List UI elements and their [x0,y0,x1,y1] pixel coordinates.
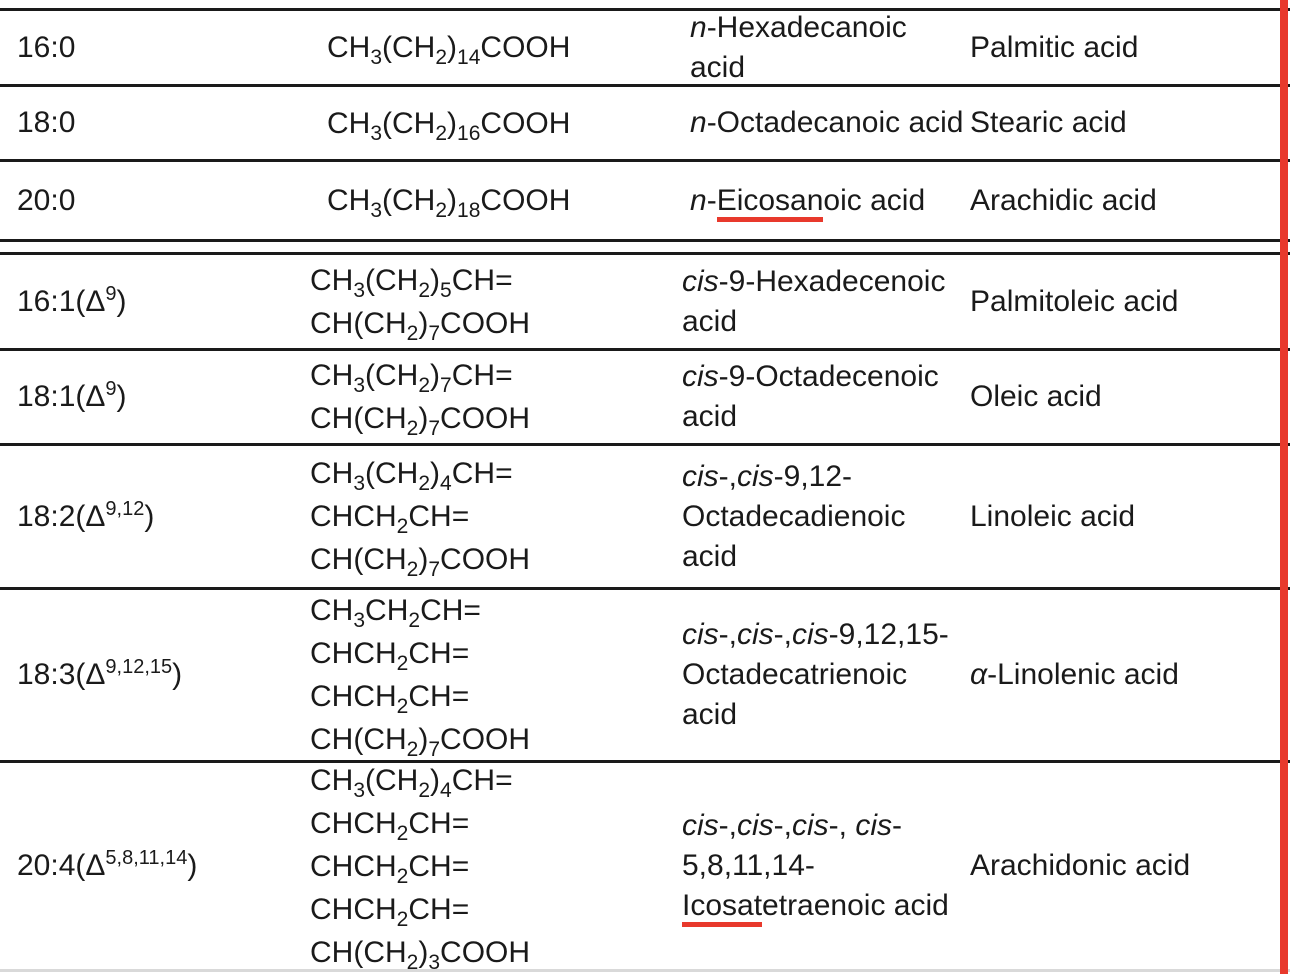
systematic-name-cell: cis-,cis-9,12- Octadecadienoic acid [682,459,906,573]
table-bottom-faint-border [0,969,1290,972]
structure-cell: CH3(CH2)16COOH [327,106,571,145]
double-rule-gap [0,242,1290,252]
table-row: 18:1(Δ9) CH3(CH2)7CH= CH(CH2)7COOH cis-9… [0,351,1290,446]
table-row: 18:2(Δ9,12) CH3(CH2)4CH= CHCH2CH= CH(CH2… [0,446,1290,590]
common-name-cell: Oleic acid [970,380,1102,413]
systematic-name-cell: cis-,cis-,cis-9,12,15- Octadecatrienoic … [682,618,949,731]
common-name-cell: Arachidic acid [970,183,1157,217]
skeleton-cell: 18:0 [17,106,76,139]
annotation-red-line [1280,0,1288,974]
table-row: 18:3(Δ9,12,15) CH3CH2CH= CHCH2CH= CHCH2C… [0,590,1290,763]
structure-cell: CH3CH2CH= CHCH2CH= CHCH2CH= CH(CH2)7COOH [310,594,531,761]
table-row: 18:0 CH3(CH2)16COOH n-Octadecanoic acid … [0,87,1290,162]
structure-cell: CH3(CH2)7CH= CH(CH2)7COOH [310,359,531,440]
common-name-cell: Arachidonic acid [970,849,1191,882]
structure-cell: CH3(CH2)4CH= CHCH2CH= CH(CH2)7COOH [310,457,531,581]
systematic-name-cell: cis-9-Octadecenoic acid [682,360,939,433]
skeleton-cell: 18:1(Δ9) [17,378,127,413]
systematic-name-cell: n-Eicosanoic acid [682,181,965,222]
skeleton-cell: 16:1(Δ9) [17,282,127,318]
double-rule-second-line [0,252,1290,255]
common-name-cell: Palmitic acid [970,30,1139,64]
skeleton-cell: 18:2(Δ9,12) [17,497,155,533]
skeleton-cell: 20:0 [17,183,76,217]
table-top-border [0,8,1290,11]
structure-cell: CH3(CH2)14COOH [327,31,571,69]
top-margin [0,0,1290,8]
structure-cell: CH3(CH2)5CH= CH(CH2)7COOH [310,263,531,345]
systematic-name-cell: n-Octadecanoic acid [690,106,964,139]
common-name-cell: Stearic acid [970,106,1127,139]
systematic-name-cell: cis-9-Hexadecenoic acid [682,264,946,338]
structure-cell: CH3(CH2)18COOH [327,184,571,222]
systematic-name-cell: cis-,cis-,cis-, cis- 5,8,11,14- Icosatet… [682,806,965,927]
table-row: 20:0 CH3(CH2)18COOH n-Eicosanoic acid Ar… [0,162,1290,242]
table-row: 16:1(Δ9) CH3(CH2)5CH= CH(CH2)7COOH cis-9… [0,255,1290,351]
common-name-cell: Linoleic acid [970,499,1136,533]
structure-cell: CH3(CH2)4CH= CHCH2CH= CHCH2CH= CHCH2CH= … [310,763,531,974]
table-row: 16:0 CH3(CH2)14COOH n-Hexadecanoic acid … [0,11,1290,87]
table-row: 20:4(Δ5,8,11,14) CH3(CH2)4CH= CHCH2CH= C… [0,763,1290,973]
systematic-name-cell: n-Hexadecanoic acid [690,10,907,84]
skeleton-cell: 20:4(Δ5,8,11,14) [17,847,198,882]
skeleton-cell: 18:3(Δ9,12,15) [17,656,183,691]
common-name-cell: Palmitoleic acid [970,284,1179,318]
common-name-cell: α-Linolenic acid [970,658,1179,691]
skeleton-cell: 16:0 [17,30,76,64]
